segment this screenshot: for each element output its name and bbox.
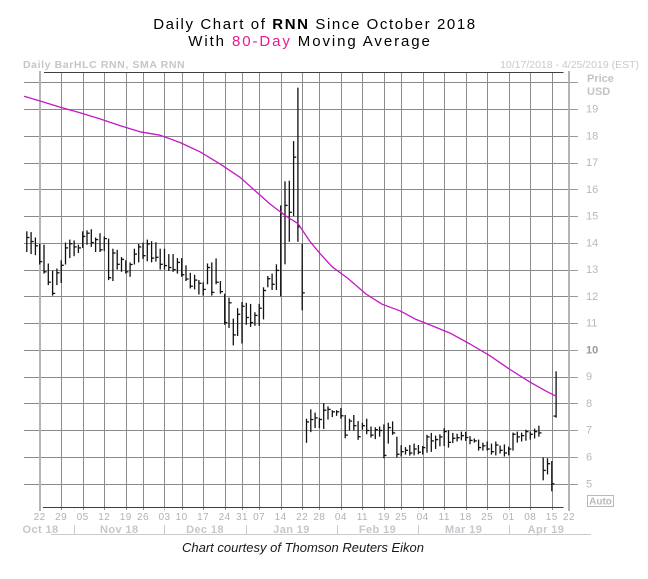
svg-text:17: 17	[197, 512, 209, 523]
svg-text:25: 25	[481, 512, 493, 523]
svg-text:Daily BarHLC RNN, SMA RNN: Daily BarHLC RNN, SMA RNN	[23, 59, 185, 71]
svg-text:Mar 19: Mar 19	[445, 524, 482, 536]
svg-text:01: 01	[503, 512, 515, 523]
svg-text:Chart courtesy of Thomson Reut: Chart courtesy of Thomson Reuters Eikon	[182, 540, 424, 555]
svg-text:11: 11	[357, 512, 368, 523]
svg-text:10: 10	[586, 344, 598, 356]
svg-text:10/17/2018 - 4/25/2019 (EST): 10/17/2018 - 4/25/2019 (EST)	[500, 59, 639, 71]
svg-text:Feb 19: Feb 19	[359, 524, 396, 536]
svg-text:11: 11	[586, 318, 597, 330]
svg-text:9: 9	[586, 371, 592, 383]
svg-text:29: 29	[55, 512, 67, 523]
svg-text:15: 15	[546, 512, 558, 523]
svg-text:07: 07	[253, 512, 265, 523]
svg-text:Nov 18: Nov 18	[100, 524, 138, 536]
svg-text:USD: USD	[587, 86, 610, 98]
svg-text:10: 10	[176, 512, 188, 523]
svg-text:22: 22	[34, 512, 46, 523]
svg-text:Price: Price	[587, 73, 614, 85]
svg-text:Oct 18: Oct 18	[22, 524, 58, 536]
svg-text:08: 08	[524, 512, 536, 523]
svg-text:25: 25	[395, 512, 407, 523]
svg-text:Dec 18: Dec 18	[186, 524, 224, 536]
svg-text:04: 04	[417, 512, 429, 523]
svg-text:18: 18	[586, 130, 598, 142]
svg-text:26: 26	[137, 512, 149, 523]
svg-text:22: 22	[563, 512, 575, 523]
svg-text:28: 28	[313, 512, 325, 523]
svg-text:04: 04	[335, 512, 347, 523]
svg-text:13: 13	[586, 264, 598, 276]
svg-text:5: 5	[586, 478, 592, 490]
svg-text:17: 17	[586, 157, 598, 169]
svg-text:14: 14	[586, 237, 598, 249]
svg-text:6: 6	[586, 452, 592, 464]
svg-text:12: 12	[98, 512, 110, 523]
svg-text:Auto: Auto	[589, 497, 612, 508]
svg-text:With 80-Day Moving Average: With 80-Day Moving Average	[188, 33, 431, 50]
svg-text:05: 05	[77, 512, 89, 523]
svg-text:19: 19	[586, 104, 598, 116]
svg-text:12: 12	[586, 291, 598, 303]
svg-text:18: 18	[460, 512, 472, 523]
svg-text:11: 11	[439, 512, 450, 523]
svg-text:19: 19	[120, 512, 132, 523]
svg-text:16: 16	[586, 184, 598, 196]
svg-text:Daily Chart of RNN Since Octob: Daily Chart of RNN Since October 2018	[153, 16, 477, 33]
svg-text:03: 03	[158, 512, 170, 523]
svg-text:19: 19	[378, 512, 390, 523]
svg-text:15: 15	[586, 211, 598, 223]
svg-text:22: 22	[296, 512, 308, 523]
svg-text:8: 8	[586, 398, 592, 410]
svg-text:7: 7	[586, 425, 592, 437]
svg-text:14: 14	[275, 512, 287, 523]
svg-text:24: 24	[219, 512, 231, 523]
svg-text:31: 31	[236, 512, 248, 523]
svg-text:Jan 19: Jan 19	[273, 524, 310, 536]
svg-text:Apr 19: Apr 19	[528, 524, 565, 536]
